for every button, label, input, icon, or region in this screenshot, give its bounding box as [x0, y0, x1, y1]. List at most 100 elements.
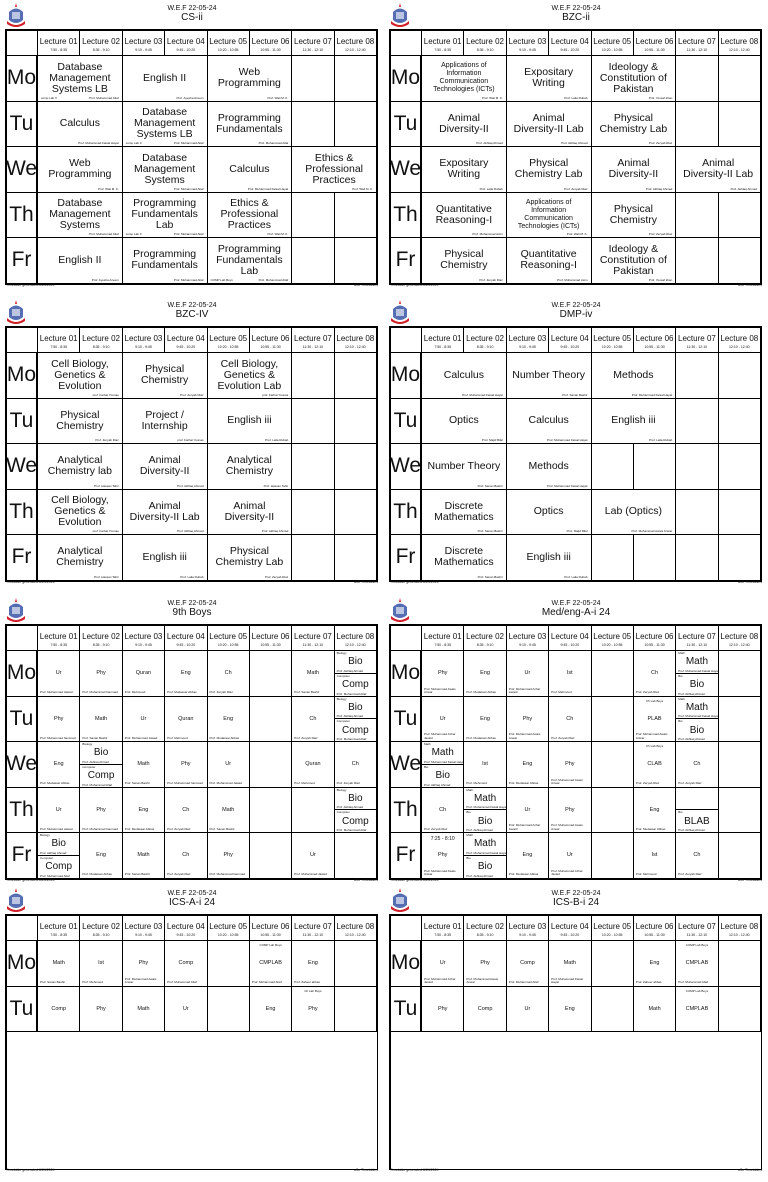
- class-slot[interactable]: Phy Ch Lab Boys: [292, 986, 335, 1032]
- class-slot[interactable]: Physical Chemistry Prof. Zeryab Riaz: [38, 398, 123, 444]
- class-slot[interactable]: Animal Diversity-II Prof. Akhlaq Ahmad: [422, 101, 507, 147]
- class-slot[interactable]: Ur Prof. Muhammad Azhar Javaid: [422, 941, 465, 987]
- empty-slot[interactable]: [718, 787, 761, 833]
- class-slot[interactable]: Phy Prof. Muhammad Awais Anwar 7:25 - 8:10: [422, 833, 465, 879]
- class-slot[interactable]: Phy: [80, 986, 123, 1032]
- class-slot[interactable]: Math Prof. Sanan Bashir: [122, 833, 166, 879]
- empty-slot[interactable]: [591, 444, 634, 490]
- class-slot[interactable]: Math Prof. Muhammad Faisal Hayat: [549, 941, 592, 987]
- class-slot[interactable]: Math Prof. Sanan Bashir: [38, 941, 81, 987]
- class-slot[interactable]: Ur Prof. Muhammad Azhar Javaid: [506, 651, 550, 697]
- class-slot[interactable]: Database Management Systems Prof. Muhamma…: [38, 192, 123, 238]
- empty-slot[interactable]: [292, 444, 335, 490]
- class-slot[interactable]: Ch Prof. Zeryab Riaz: [165, 787, 208, 833]
- empty-slot[interactable]: [207, 986, 250, 1032]
- empty-slot[interactable]: [718, 56, 761, 102]
- empty-slot[interactable]: [334, 192, 377, 238]
- empty-slot[interactable]: [591, 787, 634, 833]
- class-slot[interactable]: Quran Prof. Mehmood: [165, 696, 208, 742]
- empty-slot[interactable]: [633, 535, 677, 581]
- class-slot-split[interactable]: Math Math Prof. Muhammad Faisal Hayat Bio Bi…: [464, 787, 507, 833]
- class-slot[interactable]: Physical Chemistry Lab Prof. Zeryab Riaz: [591, 101, 677, 147]
- class-slot[interactable]: Ideology & Constitution of Pakistan Prof.…: [591, 238, 677, 284]
- class-slot[interactable]: Math Prof. Sanan Bashir: [207, 787, 250, 833]
- class-slot[interactable]: Animal Diversity-II Prof. Akhlaq Ahmad: [122, 444, 208, 490]
- class-slot[interactable]: Ur Prof. Muhammad Jawad: [207, 742, 250, 788]
- class-slot[interactable]: Phy Prof. Muhammad hammad: [80, 787, 123, 833]
- empty-slot[interactable]: [591, 941, 634, 987]
- class-slot[interactable]: Quantitative Reasoning-I Prof. Muhammad A…: [506, 238, 592, 284]
- empty-slot[interactable]: [334, 444, 377, 490]
- class-slot[interactable]: Comp: [464, 986, 507, 1032]
- class-slot[interactable]: Discrete Mathematics Prof. Sanan Bashir: [422, 489, 507, 535]
- class-slot[interactable]: Math Prof. Sanan Bashir: [122, 742, 166, 788]
- empty-slot[interactable]: [676, 238, 719, 284]
- class-slot[interactable]: Ist Prof. Mehmood: [464, 742, 507, 788]
- class-slot-split[interactable]: Math Math Prof. Muhammad Faisal Hayat Bio Bi…: [676, 651, 719, 697]
- class-slot[interactable]: Lab (Optics) Prof. Muhammad Awais Anwar: [591, 489, 677, 535]
- class-slot[interactable]: Ur Prof. Muhammad Jawad: [122, 696, 166, 742]
- class-slot[interactable]: Comp Prof. Muhammad Altaf: [165, 941, 208, 987]
- class-slot-split[interactable]: Bio BLAB Prof. Akhlaq Ahmad: [676, 787, 719, 833]
- class-slot[interactable]: Ethics & Professional Practices Prof. Wal…: [292, 147, 377, 193]
- class-slot[interactable]: Quantitative Reasoning-I Prof. Muhammad A…: [422, 192, 507, 238]
- class-slot[interactable]: Phy Prof. Muhammad Awais Anwar: [464, 941, 507, 987]
- class-slot[interactable]: Ist Prof. Mehmood: [633, 833, 677, 879]
- class-slot[interactable]: Phy: [422, 986, 465, 1032]
- class-slot[interactable]: Programming Fundamentals Prof. Muhammad A…: [122, 238, 208, 284]
- class-slot[interactable]: Phy Prof. Muhammad Awais Anwar: [549, 742, 592, 788]
- empty-slot[interactable]: [591, 651, 634, 697]
- empty-slot[interactable]: [207, 941, 250, 987]
- empty-slot[interactable]: [334, 398, 377, 444]
- class-slot[interactable]: Analytical Chemistry Prof. Hassan Tahir: [207, 444, 293, 490]
- empty-slot[interactable]: [334, 489, 377, 535]
- empty-slot[interactable]: [718, 489, 761, 535]
- empty-slot[interactable]: [676, 398, 719, 444]
- class-slot[interactable]: CMPLAB Prof. Muhammad Altaf COMP Lab Boys: [676, 941, 719, 987]
- class-slot[interactable]: Eng Prof. Mudassar Abbas: [506, 833, 550, 879]
- class-slot-split[interactable]: Biology Bio Prof. Akhlaq Ahmad Computer Comp…: [334, 787, 377, 833]
- class-slot[interactable]: Web Programming Prof. Wali M. K.: [207, 56, 293, 102]
- empty-slot[interactable]: [718, 398, 761, 444]
- empty-slot[interactable]: [249, 742, 293, 788]
- class-slot[interactable]: CMPLAB COMP Lab Boys: [676, 986, 719, 1032]
- class-slot[interactable]: Calculus Prof. Muhammad Faisal Hayat: [422, 353, 507, 399]
- empty-slot[interactable]: [292, 56, 335, 102]
- class-slot[interactable]: Programming Fundamentals Lab Prof. Muhamm…: [122, 192, 208, 238]
- class-slot[interactable]: Optics Prof. Majid Bilal: [506, 489, 592, 535]
- class-slot[interactable]: Ur: [165, 986, 208, 1032]
- empty-slot[interactable]: [292, 101, 335, 147]
- empty-slot[interactable]: [334, 56, 377, 102]
- class-slot[interactable]: Eng Prof. Mudassar Abbas: [165, 651, 208, 697]
- empty-slot[interactable]: [718, 444, 761, 490]
- class-slot[interactable]: CLAB Prof. Zeryab Riaz Ch Lab Boys: [633, 742, 677, 788]
- class-slot[interactable]: Ur Prof. Muhammad Azhar Javaid: [549, 833, 592, 879]
- class-slot[interactable]: Phy Prof. Muhammad Awais Anwar: [549, 787, 592, 833]
- empty-slot[interactable]: [718, 238, 761, 284]
- empty-slot[interactable]: [591, 986, 634, 1032]
- class-slot[interactable]: Discrete Mathematics Prof. Sanan Bashir: [422, 535, 507, 581]
- empty-slot[interactable]: [718, 986, 761, 1032]
- class-slot[interactable]: Math Prof. Sanan Bashir: [292, 651, 335, 697]
- class-slot[interactable]: Number Theory Prof. Sanan Bashir: [506, 353, 592, 399]
- class-slot[interactable]: Ch Prof. Zeryab Riaz: [422, 787, 465, 833]
- class-slot[interactable]: Database Management Systems LB Prof. Muha…: [38, 56, 123, 102]
- class-slot-split[interactable]: Biology Bio Prof. Akhlaq Ahmad Computer Comp…: [80, 742, 123, 788]
- empty-slot[interactable]: [249, 651, 293, 697]
- class-slot[interactable]: Ch Prof. Zeryab Riaz: [549, 696, 592, 742]
- class-slot[interactable]: Expositary Writing Prof. Laila Rubab: [506, 56, 592, 102]
- class-slot-split[interactable]: Biology Bio Prof. Akhlaq Ahmad Computer Comp…: [334, 651, 377, 697]
- class-slot[interactable]: Quran Prof. Mehmood: [292, 742, 335, 788]
- class-slot[interactable]: Phy Prof. Muhammad Awais Anwar: [422, 651, 465, 697]
- class-slot[interactable]: Calculus Prof. Muhammad Faisal Hayat: [506, 398, 592, 444]
- empty-slot[interactable]: [292, 535, 335, 581]
- empty-slot[interactable]: [718, 101, 761, 147]
- class-slot-split[interactable]: Biology Bio Prof. Akhlaq Ahmad Computer Comp…: [38, 833, 81, 879]
- class-slot[interactable]: Physical Chemistry Lab Prof. Zeryab Riaz: [207, 535, 293, 581]
- empty-slot[interactable]: [718, 696, 761, 742]
- class-slot[interactable]: Eng Prof. Mudassar Abbas: [38, 742, 81, 788]
- empty-slot[interactable]: [718, 742, 761, 788]
- class-slot[interactable]: Ideology & Constitution of Pakistan Prof.…: [591, 56, 677, 102]
- class-slot[interactable]: Phy Prof. Muhammad hammad: [207, 833, 250, 879]
- class-slot-split[interactable]: Math Math Prof. Muhammad Faisal Hayat Bio Bi…: [422, 742, 465, 788]
